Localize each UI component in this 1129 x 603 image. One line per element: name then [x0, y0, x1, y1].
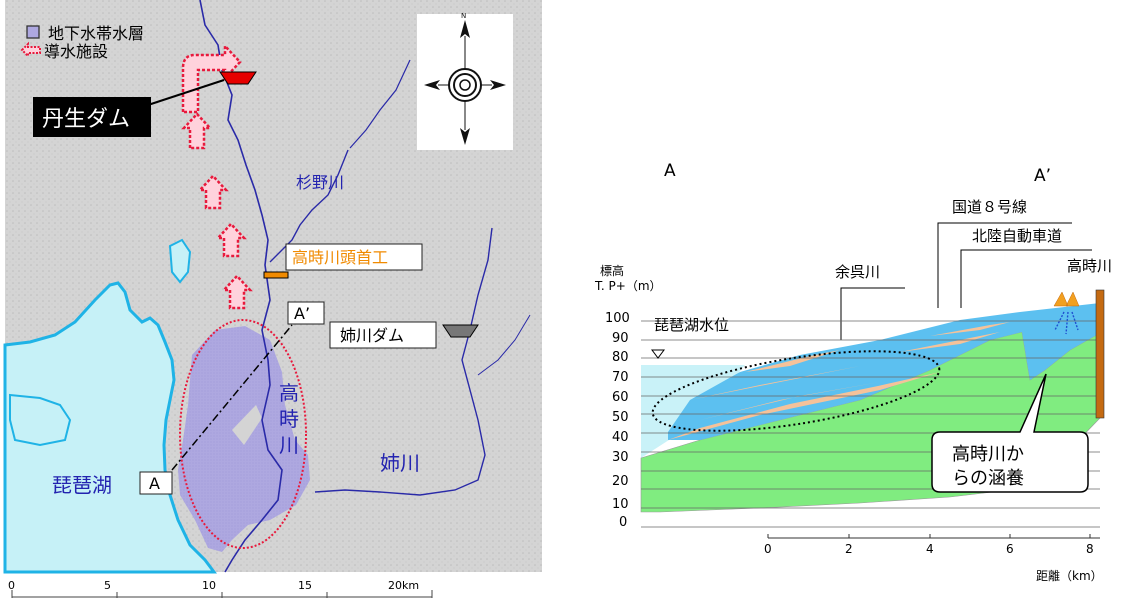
infiltration-arrows-icon	[1054, 311, 1079, 335]
legend-aquifer-swatch	[26, 25, 40, 39]
nyu-dam-leader	[147, 79, 225, 106]
conduit-arrows	[181, 42, 253, 310]
point-a-prime-box	[287, 301, 325, 325]
section-label-a: A	[664, 161, 676, 181]
xlabel: 距離（km）	[1036, 569, 1103, 583]
takatoki-weir-icon	[263, 271, 289, 279]
section-line	[171, 324, 293, 471]
ytick-90: 90	[612, 331, 629, 346]
takatoki-river-char-1: 高	[279, 381, 299, 405]
legend-conduit-label: 導水施設	[44, 42, 108, 61]
nyu-dam-icon	[219, 71, 257, 85]
route8-label: 国道８号線	[952, 198, 1027, 216]
compass-north-label: N	[461, 12, 466, 20]
anegawa-dam-label: 姉川ダム	[340, 326, 404, 345]
xtick-6: 6	[1006, 542, 1014, 556]
ytick-60: 60	[612, 390, 629, 405]
legend-aquifer-label: 地下水帯水層	[48, 24, 144, 43]
compass-rose-icon: N	[417, 12, 513, 150]
x-axis-ticks	[767, 534, 1091, 538]
yogo-river-label: 余呉川	[835, 263, 880, 281]
takatoki-river-label: 高時川	[1067, 257, 1112, 275]
takatoki-weir-label: 高時川頭首工	[292, 248, 388, 267]
callout-line1: 高時川か	[952, 444, 1024, 465]
nyu-dam-label-box	[33, 97, 151, 137]
point-a-label: A	[149, 474, 160, 493]
recharge-ellipse	[651, 350, 941, 432]
yogo-leader	[840, 287, 905, 340]
aquifer-gap	[232, 405, 262, 445]
section-panel: A A’ 国道８号線 北陸自動車道 高時川 余呉川 標高 T. P+（m）	[594, 161, 1112, 583]
takatoki-weir-label-box	[285, 243, 423, 271]
river-takatoki	[199, 0, 283, 573]
ytick-70: 70	[612, 370, 629, 385]
river-sugino-upper	[349, 59, 411, 149]
callout-line2: らの涵養	[952, 468, 1024, 489]
xtick-2: 2	[845, 542, 853, 556]
nyu-dam-label: 丹生ダム	[42, 107, 130, 132]
lake-biwa	[3, 281, 217, 574]
section-label-a-prime: A’	[1034, 166, 1051, 186]
ytick-40: 40	[612, 430, 629, 445]
anegawa-dam-icon	[442, 324, 479, 338]
scale-tick-0: 0	[8, 579, 15, 592]
river-sugino	[269, 149, 349, 263]
scale-tick-5: 5	[104, 579, 111, 592]
ytick-80: 80	[612, 350, 629, 365]
lake-level-marker-icon	[651, 349, 665, 359]
ylabel-line1: 標高	[600, 263, 624, 278]
sugino-river-label: 杉野川	[296, 173, 344, 192]
scale-tick-15: 15	[298, 579, 312, 592]
ylabel-line2: T. P+（m）	[594, 279, 662, 293]
anegawa-river-label: 姉川	[380, 451, 420, 475]
river-water-icon	[1053, 291, 1080, 307]
grid-lines	[641, 320, 1100, 528]
ytick-10: 10	[612, 497, 629, 512]
map-panel: 地下水帯水層 導水施設 丹生ダム 杉野川 高時川頭首工 A’ 姉川ダム 高 時 …	[3, 0, 542, 598]
takatoki-bank-wall	[1095, 289, 1105, 419]
route8-leader	[937, 222, 1072, 308]
biwa-lake-label: 琵琶湖	[52, 473, 112, 497]
point-a-prime-label: A’	[294, 304, 310, 323]
ytick-100: 100	[605, 311, 630, 326]
takatoki-river-char-2: 時	[279, 407, 299, 431]
ytick-0: 0	[619, 515, 627, 530]
takatoki-river-char-3: 川	[279, 433, 299, 457]
aquifer-ellipse	[179, 319, 307, 549]
sand-lenses	[668, 322, 1010, 440]
legend-conduit-arrow-icon	[20, 41, 41, 59]
y-tick-labels: 100 90 80 70 60 50 40 30 20 10 0	[605, 311, 630, 530]
xtick-4: 4	[926, 542, 934, 556]
aquifer-water-layer	[668, 303, 1100, 440]
scale-bar: 0 5 10 15 20km	[8, 579, 433, 598]
point-a-box	[139, 471, 173, 495]
ytick-30: 30	[612, 450, 629, 465]
xtick-8: 8	[1086, 542, 1094, 556]
lake-bay	[9, 393, 72, 447]
ytick-20: 20	[612, 474, 629, 489]
xtick-0: 0	[764, 542, 772, 556]
expressway-leader	[960, 249, 1092, 308]
river-tributary	[477, 314, 531, 376]
ytick-50: 50	[612, 410, 629, 425]
lake-level-label: 琵琶湖水位	[654, 316, 729, 334]
river-anegawa	[314, 227, 493, 496]
scale-tick-20km: 20km	[388, 579, 419, 592]
expressway-label: 北陸自動車道	[972, 227, 1062, 245]
anegawa-dam-label-box	[329, 321, 437, 349]
small-pond	[168, 238, 192, 284]
scale-tick-10: 10	[202, 579, 216, 592]
recharge-callout	[931, 373, 1089, 493]
